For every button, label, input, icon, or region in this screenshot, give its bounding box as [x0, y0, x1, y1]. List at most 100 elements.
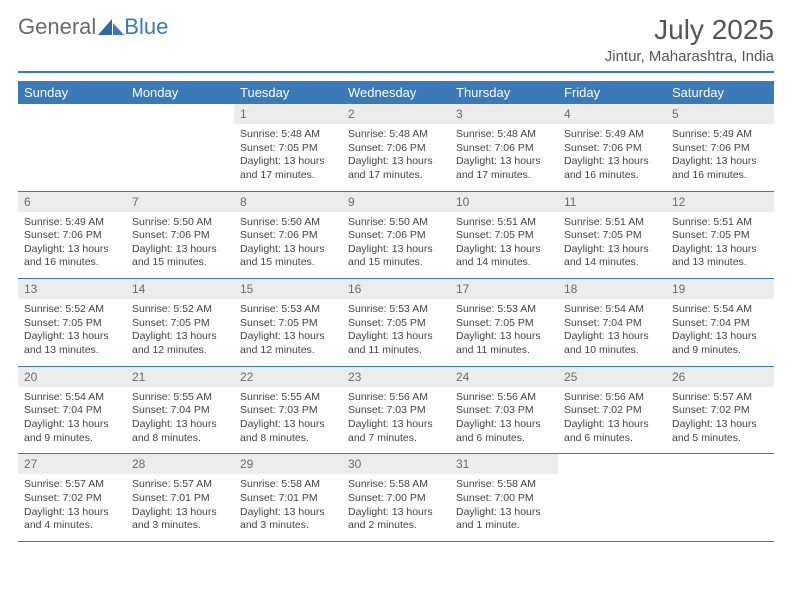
day-details: Sunrise: 5:57 AMSunset: 7:02 PMDaylight:…	[18, 474, 126, 541]
day-number: 12	[666, 192, 774, 212]
day-details: Sunrise: 5:53 AMSunset: 7:05 PMDaylight:…	[450, 299, 558, 366]
day-cell: 19Sunrise: 5:54 AMSunset: 7:04 PMDayligh…	[666, 279, 774, 367]
day-number: 25	[558, 367, 666, 387]
day-number: 16	[342, 279, 450, 299]
day-cell: 18Sunrise: 5:54 AMSunset: 7:04 PMDayligh…	[558, 279, 666, 367]
day-details: Sunrise: 5:58 AMSunset: 7:00 PMDaylight:…	[342, 474, 450, 541]
day-cell: 23Sunrise: 5:56 AMSunset: 7:03 PMDayligh…	[342, 366, 450, 454]
day-number: 27	[18, 454, 126, 474]
day-number: 21	[126, 367, 234, 387]
day-details: Sunrise: 5:51 AMSunset: 7:05 PMDaylight:…	[666, 212, 774, 279]
day-details: Sunrise: 5:56 AMSunset: 7:02 PMDaylight:…	[558, 387, 666, 454]
day-details: Sunrise: 5:49 AMSunset: 7:06 PMDaylight:…	[18, 212, 126, 279]
day-number: 22	[234, 367, 342, 387]
week-row: 27Sunrise: 5:57 AMSunset: 7:02 PMDayligh…	[18, 454, 774, 542]
day-details: Sunrise: 5:55 AMSunset: 7:03 PMDaylight:…	[234, 387, 342, 454]
day-cell: 27Sunrise: 5:57 AMSunset: 7:02 PMDayligh…	[18, 454, 126, 542]
month-title: July 2025	[605, 14, 774, 46]
day-number: 23	[342, 367, 450, 387]
day-cell: 13Sunrise: 5:52 AMSunset: 7:05 PMDayligh…	[18, 279, 126, 367]
day-number: 18	[558, 279, 666, 299]
day-cell: 28Sunrise: 5:57 AMSunset: 7:01 PMDayligh…	[126, 454, 234, 542]
brand-logo: General Blue	[18, 14, 168, 40]
day-cell: 15Sunrise: 5:53 AMSunset: 7:05 PMDayligh…	[234, 279, 342, 367]
day-number: 9	[342, 192, 450, 212]
day-number: 10	[450, 192, 558, 212]
day-cell: 3Sunrise: 5:48 AMSunset: 7:06 PMDaylight…	[450, 104, 558, 191]
day-cell: 9Sunrise: 5:50 AMSunset: 7:06 PMDaylight…	[342, 191, 450, 279]
brand-general: General	[18, 14, 96, 40]
day-number: 5	[666, 104, 774, 124]
day-details: Sunrise: 5:53 AMSunset: 7:05 PMDaylight:…	[342, 299, 450, 366]
weekday-header: Thursday	[450, 81, 558, 104]
day-cell: 26Sunrise: 5:57 AMSunset: 7:02 PMDayligh…	[666, 366, 774, 454]
weekday-header: Tuesday	[234, 81, 342, 104]
day-number: 26	[666, 367, 774, 387]
day-cell: 25Sunrise: 5:56 AMSunset: 7:02 PMDayligh…	[558, 366, 666, 454]
day-details: Sunrise: 5:50 AMSunset: 7:06 PMDaylight:…	[126, 212, 234, 279]
day-number: 31	[450, 454, 558, 474]
day-cell: 7Sunrise: 5:50 AMSunset: 7:06 PMDaylight…	[126, 191, 234, 279]
week-row: 6Sunrise: 5:49 AMSunset: 7:06 PMDaylight…	[18, 191, 774, 279]
day-cell: 16Sunrise: 5:53 AMSunset: 7:05 PMDayligh…	[342, 279, 450, 367]
week-row: 20Sunrise: 5:54 AMSunset: 7:04 PMDayligh…	[18, 366, 774, 454]
weekday-header: Friday	[558, 81, 666, 104]
day-cell: 20Sunrise: 5:54 AMSunset: 7:04 PMDayligh…	[18, 366, 126, 454]
day-details: Sunrise: 5:58 AMSunset: 7:00 PMDaylight:…	[450, 474, 558, 541]
day-cell: 31Sunrise: 5:58 AMSunset: 7:00 PMDayligh…	[450, 454, 558, 542]
day-details: Sunrise: 5:48 AMSunset: 7:06 PMDaylight:…	[342, 124, 450, 191]
day-details: Sunrise: 5:54 AMSunset: 7:04 PMDaylight:…	[558, 299, 666, 366]
day-details: Sunrise: 5:57 AMSunset: 7:02 PMDaylight:…	[666, 387, 774, 454]
day-details: Sunrise: 5:51 AMSunset: 7:05 PMDaylight:…	[558, 212, 666, 279]
day-details: Sunrise: 5:50 AMSunset: 7:06 PMDaylight:…	[234, 212, 342, 279]
weekday-header: Monday	[126, 81, 234, 104]
calendar-table: SundayMondayTuesdayWednesdayThursdayFrid…	[18, 81, 774, 542]
day-cell: 1Sunrise: 5:48 AMSunset: 7:05 PMDaylight…	[234, 104, 342, 191]
day-cell	[558, 454, 666, 542]
day-number: 15	[234, 279, 342, 299]
brand-sail-icon	[98, 19, 124, 35]
day-number: 6	[18, 192, 126, 212]
day-details: Sunrise: 5:57 AMSunset: 7:01 PMDaylight:…	[126, 474, 234, 541]
day-number: 28	[126, 454, 234, 474]
day-number: 29	[234, 454, 342, 474]
day-details: Sunrise: 5:48 AMSunset: 7:05 PMDaylight:…	[234, 124, 342, 191]
day-number: 19	[666, 279, 774, 299]
week-row: 13Sunrise: 5:52 AMSunset: 7:05 PMDayligh…	[18, 279, 774, 367]
day-cell	[126, 104, 234, 191]
day-cell	[18, 104, 126, 191]
day-details: Sunrise: 5:52 AMSunset: 7:05 PMDaylight:…	[18, 299, 126, 366]
day-details: Sunrise: 5:55 AMSunset: 7:04 PMDaylight:…	[126, 387, 234, 454]
day-cell: 14Sunrise: 5:52 AMSunset: 7:05 PMDayligh…	[126, 279, 234, 367]
day-cell: 5Sunrise: 5:49 AMSunset: 7:06 PMDaylight…	[666, 104, 774, 191]
day-number: 13	[18, 279, 126, 299]
day-cell: 8Sunrise: 5:50 AMSunset: 7:06 PMDaylight…	[234, 191, 342, 279]
day-number: 2	[342, 104, 450, 124]
weekday-header: Wednesday	[342, 81, 450, 104]
day-cell	[666, 454, 774, 542]
day-cell: 6Sunrise: 5:49 AMSunset: 7:06 PMDaylight…	[18, 191, 126, 279]
day-details: Sunrise: 5:50 AMSunset: 7:06 PMDaylight:…	[342, 212, 450, 279]
day-cell: 10Sunrise: 5:51 AMSunset: 7:05 PMDayligh…	[450, 191, 558, 279]
day-number: 14	[126, 279, 234, 299]
week-row: 1Sunrise: 5:48 AMSunset: 7:05 PMDaylight…	[18, 104, 774, 191]
day-details: Sunrise: 5:49 AMSunset: 7:06 PMDaylight:…	[666, 124, 774, 191]
day-details: Sunrise: 5:54 AMSunset: 7:04 PMDaylight:…	[666, 299, 774, 366]
day-details: Sunrise: 5:56 AMSunset: 7:03 PMDaylight:…	[342, 387, 450, 454]
day-cell: 4Sunrise: 5:49 AMSunset: 7:06 PMDaylight…	[558, 104, 666, 191]
location: Jintur, Maharashtra, India	[605, 48, 774, 65]
day-cell: 12Sunrise: 5:51 AMSunset: 7:05 PMDayligh…	[666, 191, 774, 279]
day-cell: 21Sunrise: 5:55 AMSunset: 7:04 PMDayligh…	[126, 366, 234, 454]
day-details: Sunrise: 5:49 AMSunset: 7:06 PMDaylight:…	[558, 124, 666, 191]
weekday-header-row: SundayMondayTuesdayWednesdayThursdayFrid…	[18, 81, 774, 104]
day-number: 1	[234, 104, 342, 124]
day-number: 7	[126, 192, 234, 212]
day-cell: 24Sunrise: 5:56 AMSunset: 7:03 PMDayligh…	[450, 366, 558, 454]
day-cell: 17Sunrise: 5:53 AMSunset: 7:05 PMDayligh…	[450, 279, 558, 367]
day-number: 3	[450, 104, 558, 124]
day-number: 8	[234, 192, 342, 212]
day-cell: 11Sunrise: 5:51 AMSunset: 7:05 PMDayligh…	[558, 191, 666, 279]
day-number: 11	[558, 192, 666, 212]
header: General Blue July 2025 Jintur, Maharasht…	[18, 14, 774, 73]
day-cell: 2Sunrise: 5:48 AMSunset: 7:06 PMDaylight…	[342, 104, 450, 191]
